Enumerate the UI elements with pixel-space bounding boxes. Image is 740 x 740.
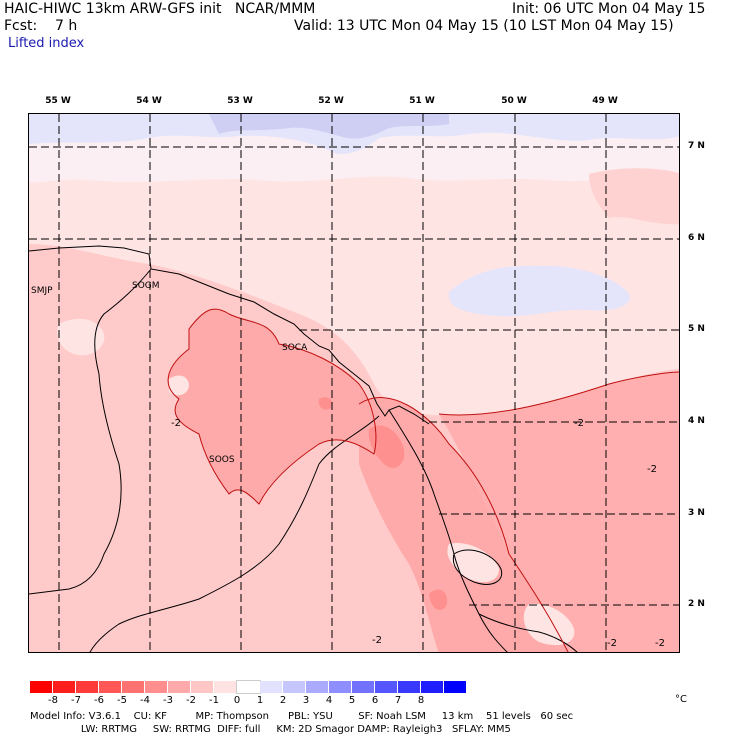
colorbar bbox=[30, 680, 467, 694]
colorbar-tick-label: -6 bbox=[94, 695, 104, 706]
shade-light-1 bbox=[57, 318, 105, 356]
map-panel: SMJP SOGM SOCA SOOS -2 -2 -2 -2 -2 -2 bbox=[28, 113, 680, 653]
colorbar-swatch bbox=[306, 681, 329, 693]
shade-light-4 bbox=[169, 375, 189, 396]
colorbar-swatch bbox=[283, 681, 306, 693]
shade-core-southeast bbox=[359, 397, 568, 652]
colorbar-swatch bbox=[329, 681, 352, 693]
shade-minimum-2 bbox=[429, 589, 448, 610]
contour-label: -2 bbox=[574, 418, 584, 429]
border-south bbox=[478, 613, 578, 652]
colorbar-swatch bbox=[30, 681, 53, 693]
colorbar-tick-label: -4 bbox=[140, 695, 150, 706]
lat-label: 2 N bbox=[688, 599, 705, 609]
shade-minimum-3 bbox=[318, 397, 333, 410]
shade-pink-east bbox=[589, 168, 679, 225]
lon-label: 51 W bbox=[409, 96, 435, 106]
shade-minimum-1 bbox=[368, 425, 405, 469]
colorbar-tick-label: -7 bbox=[71, 695, 81, 706]
contour-label: -2 bbox=[655, 638, 665, 649]
forecast-hour: Fcst: 7 h bbox=[4, 18, 78, 34]
coastline bbox=[29, 245, 430, 425]
colorbar-tick-label: 5 bbox=[348, 695, 356, 706]
colorbar-swatch bbox=[53, 681, 76, 693]
model-info-line2: LW: RRTMG SW: RRTMG DIFF: full KM: 2D Sm… bbox=[30, 724, 511, 735]
colorbar-tick-label: -3 bbox=[163, 695, 173, 706]
colorbar-swatch bbox=[99, 681, 122, 693]
colorbar-swatch bbox=[398, 681, 421, 693]
model-info-line1: Model Info: V3.6.1 CU: KF MP: Thompson P… bbox=[30, 711, 574, 722]
colorbar-tick-label: 7 bbox=[394, 695, 402, 706]
contour-line bbox=[167, 308, 377, 505]
model-title: HAIC-HIWC 13km ARW-GFS init NCAR/MMM bbox=[4, 1, 316, 17]
lat-label: 6 N bbox=[688, 233, 705, 243]
colorbar-tick-label: 1 bbox=[256, 695, 264, 706]
field-name: Lifted index bbox=[8, 36, 85, 51]
lat-label: 7 N bbox=[688, 141, 705, 151]
shade-core-central bbox=[168, 309, 376, 504]
lat-label: 3 N bbox=[688, 508, 705, 518]
colorbar-swatch bbox=[145, 681, 168, 693]
contour-lines bbox=[167, 308, 679, 652]
contour-label: -2 bbox=[171, 418, 181, 429]
contour-label: -2 bbox=[372, 635, 382, 646]
lat-label: 5 N bbox=[688, 324, 705, 334]
lifted-index-map: SMJP SOGM SOCA SOOS -2 -2 -2 -2 -2 -2 bbox=[29, 114, 679, 652]
station-label: SMJP bbox=[31, 286, 53, 296]
border-island bbox=[452, 549, 503, 585]
colorbar-tick-label: -8 bbox=[48, 695, 58, 706]
station-labels: SMJP SOGM SOCA SOOS bbox=[31, 281, 308, 465]
init-time: Init: 06 UTC Mon 04 May 15 bbox=[512, 1, 706, 17]
lon-label: 50 W bbox=[501, 96, 527, 106]
colorbar-tick-label: 0 bbox=[233, 695, 241, 706]
colorbar-swatch bbox=[168, 681, 191, 693]
colorbar-tick-label: -1 bbox=[209, 695, 219, 706]
shade-positive-patch bbox=[448, 265, 630, 317]
colorbar-tick-label: 3 bbox=[302, 695, 310, 706]
colorbar-swatch bbox=[236, 680, 261, 694]
station-label: SOGM bbox=[132, 281, 160, 291]
colorbar-tick-label: 2 bbox=[279, 695, 287, 706]
contour-label: -2 bbox=[607, 638, 617, 649]
colorbar-swatch bbox=[76, 681, 99, 693]
colorbar-tick-label: 8 bbox=[417, 695, 425, 706]
valid-time: Valid: 13 UTC Mon 04 May 15 (10 LST Mon … bbox=[294, 18, 674, 34]
lon-label: 52 W bbox=[318, 96, 344, 106]
colorbar-swatch bbox=[214, 681, 237, 693]
shade-core-east bbox=[439, 372, 679, 652]
contour-line bbox=[358, 397, 569, 652]
contour-labels: -2 -2 -2 -2 -2 -2 bbox=[171, 418, 665, 649]
colorbar-tick-label: -2 bbox=[186, 695, 196, 706]
lon-label: 54 W bbox=[136, 96, 162, 106]
lon-label: 55 W bbox=[45, 96, 71, 106]
colorbar-unit: °C bbox=[675, 694, 687, 705]
shade-light-3 bbox=[523, 603, 575, 646]
colorbar-swatch bbox=[444, 681, 467, 693]
colorbar-tick-label: -5 bbox=[117, 695, 127, 706]
graticule bbox=[29, 114, 679, 652]
colorbar-tick-label: 6 bbox=[371, 695, 379, 706]
colorbar-swatch bbox=[122, 681, 145, 693]
border-central bbox=[89, 415, 380, 652]
lat-label: 4 N bbox=[688, 416, 705, 426]
colorbar-swatch bbox=[352, 681, 375, 693]
station-label: SOOS bbox=[209, 455, 235, 465]
colorbar-swatch bbox=[191, 681, 214, 693]
colorbar-swatch bbox=[260, 681, 283, 693]
contour-label: -2 bbox=[647, 464, 657, 475]
shade-positive-core bbox=[209, 114, 449, 139]
border-west bbox=[29, 268, 152, 595]
colorbar-swatch bbox=[421, 681, 444, 693]
colorbar-tick-label: 4 bbox=[325, 695, 333, 706]
lon-label: 49 W bbox=[592, 96, 618, 106]
station-label: SOCA bbox=[282, 343, 308, 353]
lon-label: 53 W bbox=[227, 96, 253, 106]
colorbar-swatch bbox=[375, 681, 398, 693]
contour-line bbox=[438, 371, 679, 416]
